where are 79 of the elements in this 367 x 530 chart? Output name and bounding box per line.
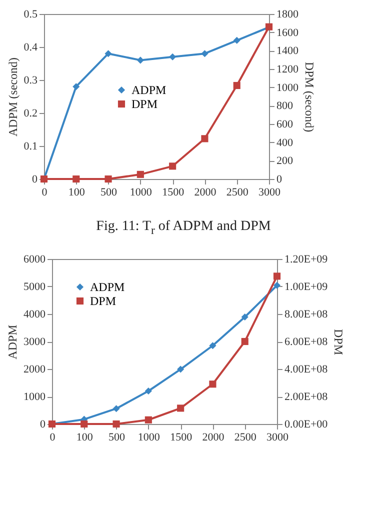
- y-tick-label: 6000: [24, 253, 46, 266]
- point: [177, 404, 184, 412]
- y2-tick-label: 1400: [276, 45, 299, 58]
- caption: Fig. 11: T$_{r}$ of ADPM and DPM: [95, 219, 272, 237]
- y-tick-label: 4000: [24, 308, 46, 320]
- y-axis-title: ADPM (second): [6, 58, 20, 136]
- point: [112, 420, 120, 428]
- y2-tick-label: 800: [276, 100, 294, 112]
- x-tick-label: 2500: [234, 431, 257, 444]
- y2-tick-label: 4.00E+08: [284, 363, 328, 376]
- y2-tick-label: 1.20E+09: [284, 253, 328, 266]
- y2-tick-label: 0: [276, 174, 282, 186]
- y-tick-label: 1000: [24, 390, 46, 403]
- y-tick-label: 2000: [24, 363, 46, 376]
- point: [136, 56, 144, 64]
- point: [169, 53, 176, 60]
- x-tick-label: 1500: [170, 431, 193, 444]
- y2-tick-label: 1.00E+09: [284, 280, 328, 293]
- point: [144, 416, 152, 424]
- point: [144, 387, 152, 394]
- point: [169, 162, 176, 170]
- y2-tick-label: 1800: [276, 8, 299, 20]
- y-tick-label: 3000: [24, 336, 46, 348]
- x-tick-label: 3000: [258, 186, 281, 198]
- y2-tick-label: 1000: [276, 82, 299, 94]
- y-tick-label: 5000: [24, 280, 46, 293]
- legend-label: DPM: [90, 294, 116, 308]
- y-tick-label: 0.2: [24, 108, 38, 120]
- y-tick-label: 0: [32, 174, 38, 186]
- y-tick-label: 0.1: [24, 140, 38, 152]
- y-tick-label: 0.4: [24, 42, 38, 54]
- x-tick-label: 100: [68, 186, 86, 198]
- y-axis-title: ADPM: [6, 324, 20, 360]
- y2-tick-label: 0.00E+00: [284, 418, 328, 430]
- y2-tick-label: 6.00E+08: [284, 336, 328, 348]
- point: [209, 380, 216, 388]
- y2-tick-label: 1200: [276, 64, 299, 76]
- x-tick-label: 1500: [162, 186, 185, 198]
- y2-axis-title: DPM (second): [302, 62, 316, 132]
- point: [273, 272, 281, 280]
- y-tick-label: 0.3: [24, 74, 38, 86]
- x-tick-label: 2000: [202, 431, 225, 444]
- y2-tick-label: 200: [276, 155, 294, 168]
- point: [177, 366, 184, 373]
- x-tick-label: 500: [108, 431, 126, 444]
- legend-label: ADPM: [132, 83, 167, 97]
- x-tick-label: 500: [100, 186, 118, 198]
- y2-axis-title: DPM: [332, 328, 346, 356]
- y2-tick-label: 600: [276, 118, 294, 130]
- point: [273, 282, 281, 289]
- point: [241, 313, 248, 320]
- point: [112, 404, 120, 412]
- x-tick-label: 1000: [138, 431, 160, 444]
- point: [80, 420, 88, 428]
- point: [233, 36, 240, 44]
- point: [201, 50, 208, 58]
- y-tick-label: 0.5: [24, 8, 38, 20]
- x-tick-label: 100: [76, 431, 94, 444]
- point: [241, 338, 248, 345]
- point: [104, 50, 112, 58]
- point: [209, 342, 216, 349]
- y2-tick-label: 2.00E+08: [284, 390, 328, 403]
- x-tick-label: 2500: [226, 186, 249, 198]
- point: [72, 175, 80, 183]
- x-tick-label: 2000: [194, 186, 217, 198]
- y-tick-label: 0: [40, 418, 46, 430]
- y2-tick-label: 400: [276, 136, 294, 149]
- x-tick-label: 1000: [130, 186, 152, 198]
- point: [201, 135, 208, 142]
- point: [104, 175, 112, 183]
- legend-label: ADPM: [90, 280, 126, 294]
- x-tick-label: 3000: [266, 431, 289, 444]
- point: [233, 82, 240, 90]
- point: [136, 170, 144, 178]
- legend-label: DPM: [132, 97, 158, 111]
- x-tick-label: 0: [50, 431, 56, 444]
- y2-tick-label: 8.00E+08: [284, 308, 328, 320]
- y2-tick-label: 1600: [276, 26, 299, 39]
- point: [72, 83, 80, 90]
